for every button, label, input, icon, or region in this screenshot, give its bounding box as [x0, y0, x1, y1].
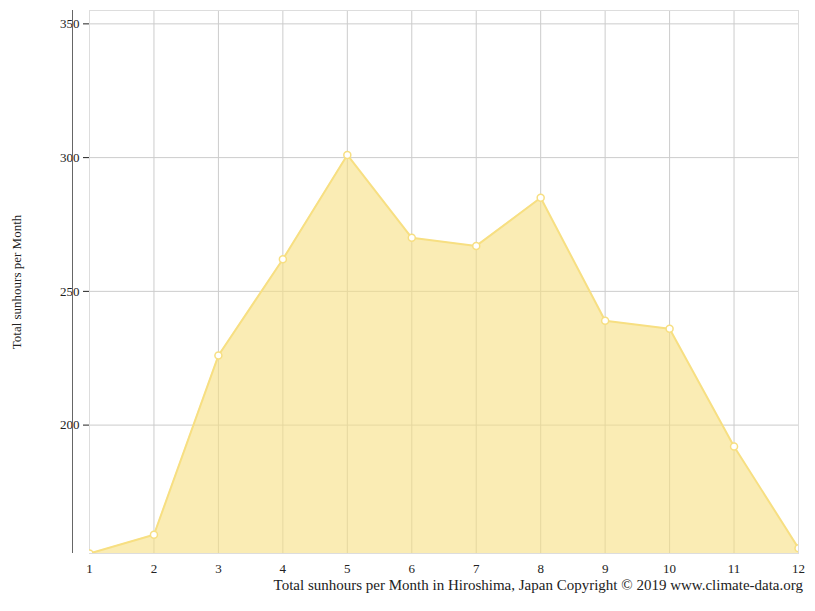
svg-text:8: 8 — [537, 561, 544, 575]
html-text:Total sunhours per Month in Hi: Total sunhours per Month in Hiroshima, J… — [273, 577, 803, 593]
svg-text:Total sunhours per Month: Total sunhours per Month — [9, 214, 24, 349]
svg-text:350: 350 — [60, 16, 80, 31]
svg-text:250: 250 — [60, 284, 80, 299]
svg-text:200: 200 — [60, 417, 80, 432]
svg-text:300: 300 — [60, 150, 80, 165]
svg-text:2: 2 — [151, 561, 158, 575]
svg-text:11: 11 — [728, 561, 741, 575]
svg-text:3: 3 — [215, 561, 222, 575]
svg-text:4: 4 — [280, 561, 287, 575]
svg-text:9: 9 — [602, 561, 609, 575]
svg-text:12: 12 — [792, 561, 805, 575]
svg-text:10: 10 — [663, 561, 676, 575]
svg-text:6: 6 — [409, 561, 416, 575]
svg-text:7: 7 — [473, 561, 480, 575]
svg-text:5: 5 — [344, 561, 351, 575]
svg-text:1: 1 — [86, 561, 93, 575]
